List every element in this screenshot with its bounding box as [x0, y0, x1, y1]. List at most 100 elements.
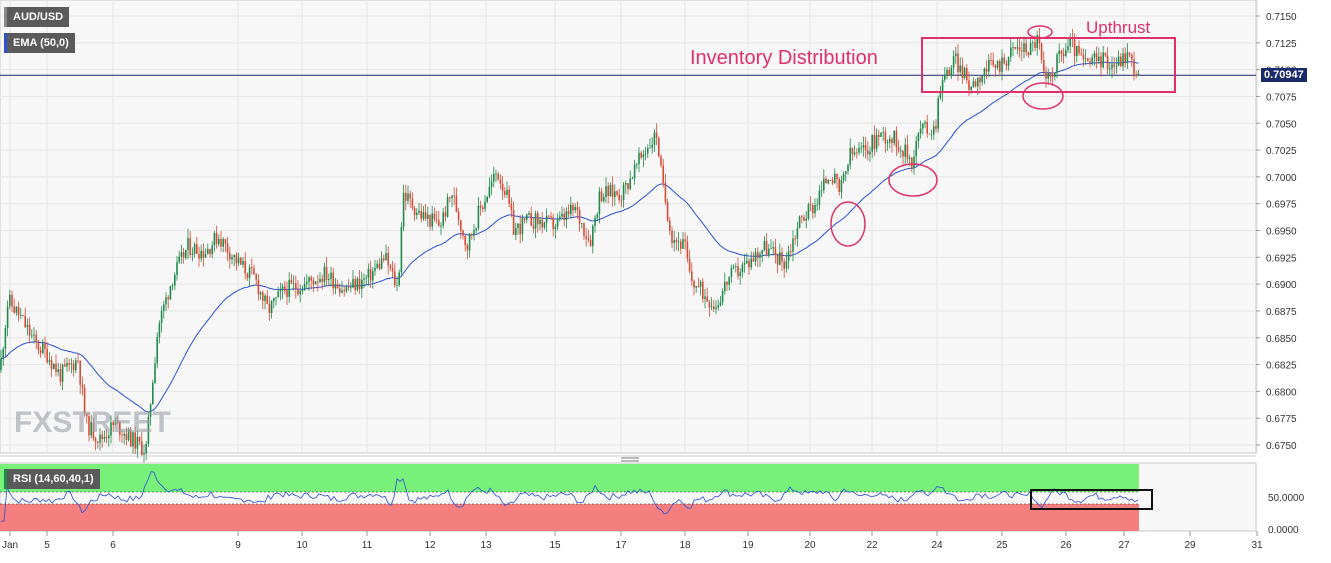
- candle-body: [345, 286, 348, 292]
- candle-body: [644, 153, 647, 155]
- candle-body: [840, 180, 843, 192]
- candle-body: [576, 206, 579, 210]
- candle-body: [715, 307, 717, 309]
- candle-body: [915, 141, 917, 157]
- candle-body: [930, 134, 933, 136]
- candle-body: [50, 360, 53, 369]
- candle-body: [367, 269, 370, 278]
- candle-body: [534, 213, 537, 229]
- candle-body: [1054, 72, 1056, 77]
- ema-indicator-label[interactable]: EMA (50,0): [4, 33, 75, 53]
- candle-body: [446, 197, 449, 217]
- candle-body: [389, 265, 392, 269]
- candle-body: [396, 285, 398, 286]
- candle-body: [332, 272, 334, 289]
- distribution-range-box: [921, 37, 1176, 93]
- candle-body: [308, 277, 310, 282]
- candle-body: [574, 206, 576, 211]
- candle-body: [924, 121, 926, 124]
- candle-body: [772, 247, 774, 249]
- candle-body: [572, 204, 574, 211]
- candle-body: [352, 279, 354, 288]
- candle-body: [189, 238, 191, 255]
- candle-body: [215, 232, 218, 244]
- candle-body: [550, 216, 552, 218]
- candle-body: [629, 178, 631, 190]
- candle-body: [754, 252, 757, 262]
- current-price-tag: 0.70947: [1261, 68, 1307, 82]
- candle-body: [400, 226, 403, 273]
- candle-body: [15, 306, 18, 313]
- candle-body: [1102, 52, 1104, 68]
- x-tick-label: 5: [44, 540, 50, 551]
- candle-body: [429, 214, 431, 227]
- candle-body: [882, 131, 884, 133]
- candle-body: [842, 173, 845, 181]
- candle-body: [132, 432, 134, 447]
- candle-body: [6, 306, 9, 329]
- candle-body: [317, 281, 319, 283]
- rsi-lower-zone: [0, 504, 1139, 531]
- y-tick-label: 0.7025: [1266, 146, 1297, 157]
- candle-body: [365, 277, 367, 279]
- candle-body: [394, 271, 396, 286]
- candle-body: [891, 138, 893, 144]
- candle-body: [1003, 57, 1005, 64]
- candle-body: [979, 77, 981, 83]
- candle-body: [933, 126, 935, 135]
- y-tick-label: 0.6800: [1266, 387, 1297, 398]
- candle-body: [706, 296, 708, 302]
- candle-body: [1126, 52, 1129, 63]
- candle-body: [671, 230, 673, 244]
- candle-body: [878, 134, 880, 138]
- candle-body: [273, 298, 275, 302]
- candle-body: [165, 297, 167, 305]
- candle-body: [457, 211, 460, 221]
- candle-body: [339, 288, 341, 293]
- candle-body: [776, 254, 779, 265]
- candle-body: [816, 204, 818, 206]
- candle-body: [39, 349, 42, 353]
- candle-body: [790, 251, 792, 252]
- candle-body: [831, 180, 834, 184]
- candle-body: [105, 436, 108, 439]
- candle-body: [114, 420, 117, 425]
- candle-body: [693, 280, 695, 288]
- candle-body: [1047, 72, 1049, 79]
- candle-body: [783, 261, 785, 269]
- candle-body: [134, 432, 136, 449]
- candle-body: [1084, 58, 1087, 60]
- candle-body: [1040, 43, 1043, 60]
- x-tick-label: 11: [362, 540, 373, 551]
- candle-body: [83, 387, 86, 414]
- candle-body: [812, 205, 814, 214]
- rsi-tick-label: 0.0000: [1268, 525, 1299, 536]
- candle-body: [222, 239, 224, 247]
- candle-body: [807, 204, 810, 219]
- panel-resize-handle[interactable]: [621, 457, 639, 462]
- candle-body: [702, 281, 704, 299]
- candle-body: [123, 433, 125, 436]
- candle-body: [647, 148, 649, 154]
- ema-line: [0, 61, 1139, 413]
- candle-body: [231, 256, 233, 260]
- candle-body: [99, 434, 101, 443]
- candle-body: [1087, 58, 1089, 62]
- candle-body: [262, 292, 264, 301]
- candle-body: [526, 214, 528, 220]
- rsi-indicator-label[interactable]: RSI (14,60,40,1): [4, 469, 100, 489]
- candle-body: [974, 81, 977, 87]
- x-tick-label: Jan: [2, 540, 18, 551]
- candle-body: [781, 252, 783, 262]
- x-tick-label: 27: [1118, 540, 1130, 551]
- candle-body: [145, 444, 147, 454]
- candle-body: [506, 189, 508, 195]
- candle-body: [664, 182, 667, 203]
- candle-body: [1100, 56, 1102, 68]
- x-tick-label: 6: [110, 540, 116, 551]
- candle-body: [642, 154, 645, 158]
- candle-body: [482, 207, 484, 209]
- candle-body: [1032, 42, 1034, 44]
